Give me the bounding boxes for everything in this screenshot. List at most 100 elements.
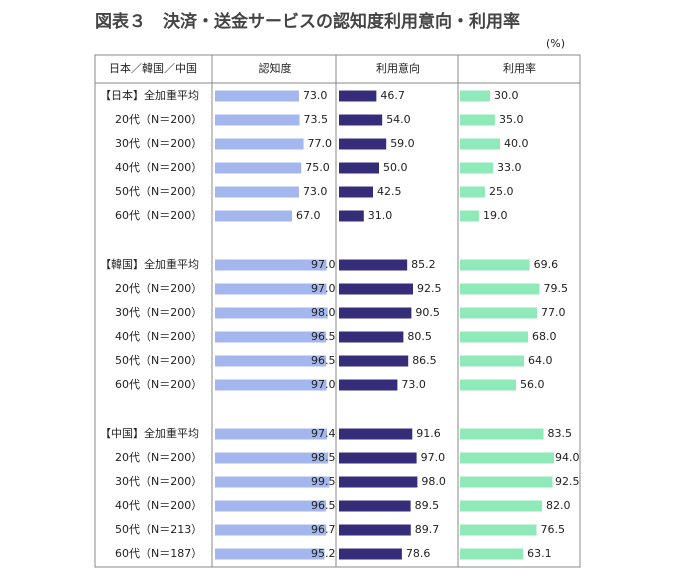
value-label: 76.5 bbox=[541, 523, 566, 536]
value-label: 25.0 bbox=[489, 185, 514, 198]
value-label: 54.0 bbox=[386, 113, 411, 126]
bar bbox=[460, 379, 516, 391]
bar bbox=[339, 307, 412, 319]
value-label: 56.0 bbox=[520, 378, 545, 391]
value-label: 96.5 bbox=[311, 330, 336, 343]
bar bbox=[460, 114, 495, 126]
bar bbox=[215, 90, 299, 102]
value-label: 69.6 bbox=[534, 258, 559, 271]
value-label: 33.0 bbox=[497, 161, 522, 174]
value-label: 92.5 bbox=[555, 475, 580, 488]
bar bbox=[460, 307, 537, 319]
value-label: 73.0 bbox=[401, 378, 426, 391]
bar bbox=[339, 138, 387, 150]
bar bbox=[215, 524, 327, 536]
value-label: 95.2 bbox=[311, 547, 336, 560]
bar bbox=[215, 452, 329, 464]
bar bbox=[339, 259, 408, 271]
column-header: 利用意向 bbox=[376, 61, 420, 75]
value-label: 19.0 bbox=[483, 209, 508, 222]
value-label: 97.4 bbox=[311, 427, 336, 440]
value-label: 96.5 bbox=[311, 354, 336, 367]
value-label: 86.5 bbox=[412, 354, 437, 367]
value-label: 97.0 bbox=[311, 282, 336, 295]
row-label: 60代（N＝200） bbox=[115, 209, 202, 222]
value-label: 75.0 bbox=[305, 161, 330, 174]
value-label: 94.0 bbox=[555, 451, 580, 464]
value-label: 42.5 bbox=[377, 185, 402, 198]
bar bbox=[215, 331, 326, 343]
row-label: 【日本】全加重平均 bbox=[100, 88, 199, 102]
bar bbox=[339, 379, 398, 391]
bar bbox=[339, 524, 411, 536]
bar bbox=[460, 476, 553, 488]
value-label: 89.5 bbox=[415, 499, 440, 512]
value-label: 64.0 bbox=[528, 354, 553, 367]
value-label: 78.6 bbox=[406, 547, 431, 560]
bar bbox=[215, 307, 328, 319]
bar bbox=[215, 283, 327, 295]
row-label: 50代（N＝200） bbox=[115, 185, 202, 198]
bar bbox=[460, 259, 530, 271]
value-label: 97.0 bbox=[311, 378, 336, 391]
value-label: 46.7 bbox=[380, 89, 405, 102]
column-header: 利用率 bbox=[503, 61, 536, 75]
bar bbox=[460, 452, 554, 464]
chart-title: 図表３ 決済・送金サービスの認知度利用意向・利用率 bbox=[95, 11, 520, 32]
value-label: 99.5 bbox=[311, 475, 336, 488]
row-label: 60代（N＝187） bbox=[115, 547, 202, 560]
value-label: 63.1 bbox=[527, 547, 552, 560]
bar bbox=[460, 500, 542, 512]
row-label: 50代（N＝200） bbox=[115, 354, 202, 367]
unit-label: (%) bbox=[546, 37, 565, 50]
row-label: 40代（N＝200） bbox=[115, 330, 202, 343]
row-label: 20代（N＝200） bbox=[115, 451, 202, 464]
bar bbox=[460, 138, 500, 150]
bar bbox=[215, 162, 302, 174]
value-label: 73.5 bbox=[304, 113, 329, 126]
bar bbox=[215, 500, 326, 512]
value-label: 82.0 bbox=[546, 499, 571, 512]
value-label: 30.0 bbox=[494, 89, 519, 102]
bar bbox=[460, 524, 537, 536]
value-label: 35.0 bbox=[499, 113, 524, 126]
value-label: 31.0 bbox=[368, 209, 393, 222]
value-label: 68.0 bbox=[532, 330, 557, 343]
bar bbox=[460, 186, 485, 198]
value-label: 90.5 bbox=[415, 306, 440, 319]
value-label: 96.7 bbox=[311, 523, 336, 536]
bar bbox=[339, 162, 379, 174]
value-label: 50.0 bbox=[383, 161, 408, 174]
bar bbox=[215, 259, 327, 271]
value-label: 97.0 bbox=[421, 451, 446, 464]
bar bbox=[339, 90, 377, 102]
bar bbox=[215, 355, 326, 367]
bar bbox=[460, 355, 524, 367]
value-label: 98.0 bbox=[421, 475, 446, 488]
value-label: 85.2 bbox=[411, 258, 436, 271]
value-label: 80.5 bbox=[407, 330, 432, 343]
value-label: 59.0 bbox=[390, 137, 415, 150]
value-label: 73.0 bbox=[303, 185, 328, 198]
bar bbox=[339, 500, 411, 512]
row-label: 【中国】全加重平均 bbox=[100, 426, 199, 440]
bar bbox=[215, 379, 327, 391]
bar bbox=[215, 186, 299, 198]
bar bbox=[460, 90, 490, 102]
value-label: 67.0 bbox=[296, 209, 321, 222]
value-label: 77.0 bbox=[308, 137, 333, 150]
value-label: 89.7 bbox=[415, 523, 440, 536]
row-label: 20代（N＝200） bbox=[115, 282, 202, 295]
row-label: 30代（N＝200） bbox=[115, 475, 202, 488]
row-label: 30代（N＝200） bbox=[115, 137, 202, 150]
bar bbox=[339, 114, 383, 126]
value-label: 79.5 bbox=[544, 282, 569, 295]
bar bbox=[460, 283, 540, 295]
bar bbox=[339, 186, 373, 198]
bar bbox=[339, 210, 364, 222]
column-header: 認知度 bbox=[259, 61, 292, 75]
header-label: 日本／韓国／中国 bbox=[109, 61, 197, 75]
bar bbox=[339, 355, 409, 367]
value-label: 96.5 bbox=[311, 499, 336, 512]
